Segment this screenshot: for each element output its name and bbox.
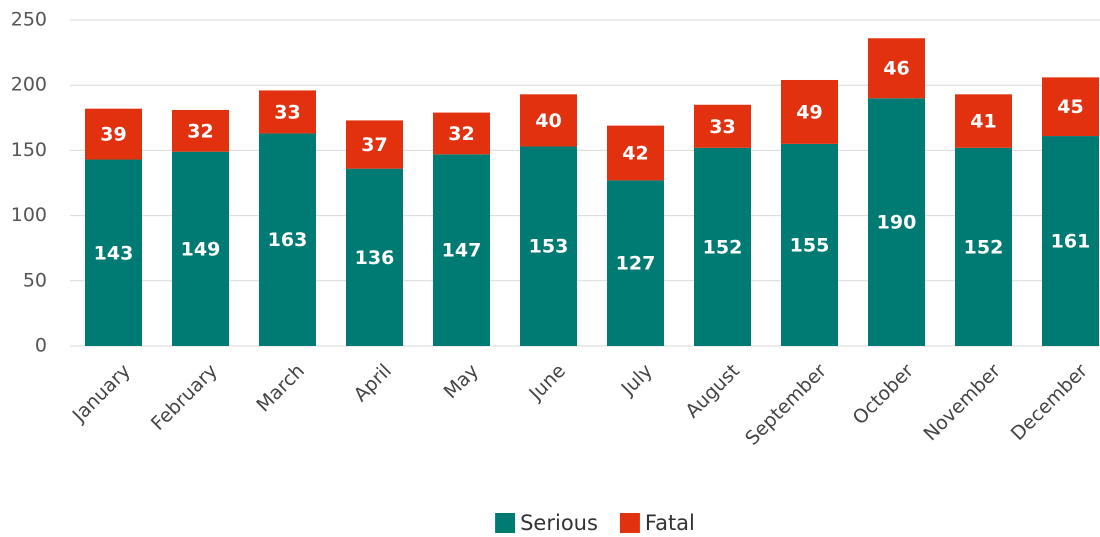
bar-segment bbox=[868, 98, 925, 347]
x-tick-label: October bbox=[849, 360, 918, 429]
legend-swatch bbox=[495, 513, 516, 533]
bar-segment bbox=[85, 159, 142, 346]
x-tick-label: May bbox=[440, 360, 483, 403]
bar-segment bbox=[955, 147, 1012, 346]
data-label: 45 bbox=[1057, 96, 1083, 118]
bar-segment bbox=[520, 146, 577, 346]
y-tick-label: 200 bbox=[11, 74, 47, 96]
x-tick-label: January bbox=[68, 360, 135, 427]
data-label: 155 bbox=[790, 234, 830, 256]
data-label: 40 bbox=[535, 110, 561, 132]
bar-segment bbox=[781, 143, 838, 346]
data-label: 147 bbox=[442, 240, 482, 262]
bar-segment bbox=[259, 133, 316, 346]
data-label: 39 bbox=[100, 124, 126, 146]
x-tick-label: March bbox=[252, 360, 309, 417]
data-label: 127 bbox=[616, 253, 656, 275]
bar-segment bbox=[172, 151, 229, 346]
data-label: 42 bbox=[622, 143, 648, 165]
bar-segment bbox=[433, 112, 490, 155]
data-label: 163 bbox=[268, 229, 308, 251]
data-label: 161 bbox=[1051, 231, 1091, 253]
x-tick-label: June bbox=[524, 360, 570, 406]
data-label: 190 bbox=[877, 212, 917, 234]
y-tick-label: 150 bbox=[11, 139, 47, 161]
data-label: 32 bbox=[448, 123, 474, 145]
y-tick-label: 250 bbox=[11, 9, 47, 31]
data-label: 37 bbox=[361, 134, 387, 156]
legend-swatch bbox=[619, 513, 640, 533]
data-label: 49 bbox=[796, 101, 822, 123]
bar-segment bbox=[1042, 77, 1099, 137]
bar-segment bbox=[781, 79, 838, 144]
x-tick-label: April bbox=[350, 360, 396, 406]
bar-segment bbox=[259, 90, 316, 134]
data-label: 136 bbox=[355, 247, 395, 269]
data-label: 143 bbox=[94, 242, 134, 264]
x-tick-label: September bbox=[741, 360, 831, 450]
data-label: 46 bbox=[883, 58, 909, 80]
y-tick-label: 100 bbox=[11, 204, 47, 226]
bar-segment bbox=[346, 168, 403, 346]
legend-label: Fatal bbox=[645, 511, 695, 535]
bar-segment bbox=[172, 109, 229, 152]
bar-segment bbox=[520, 94, 577, 147]
bar-segment bbox=[85, 108, 142, 160]
data-label: 152 bbox=[964, 236, 1004, 258]
x-tick-label: July bbox=[616, 360, 656, 400]
x-tick-label: December bbox=[1007, 360, 1092, 445]
bar-segment bbox=[607, 125, 664, 181]
data-label: 33 bbox=[274, 101, 300, 123]
x-tick-label: August bbox=[681, 360, 744, 423]
bar-segment bbox=[1042, 136, 1099, 346]
bar-segment bbox=[433, 154, 490, 346]
bar-segment bbox=[607, 180, 664, 346]
legend-label: Serious bbox=[520, 511, 598, 535]
y-tick-label: 0 bbox=[35, 335, 47, 357]
data-label: 152 bbox=[703, 236, 743, 258]
data-label: 32 bbox=[187, 120, 213, 142]
data-label: 149 bbox=[181, 238, 221, 260]
bar-segment bbox=[694, 147, 751, 346]
x-tick-label: November bbox=[919, 360, 1005, 446]
bar-segment bbox=[955, 94, 1012, 148]
data-label: 33 bbox=[709, 116, 735, 138]
data-label: 41 bbox=[970, 111, 996, 133]
y-tick-label: 50 bbox=[23, 269, 47, 291]
bar-segment bbox=[868, 38, 925, 99]
bar-segment bbox=[346, 120, 403, 169]
legend: Serious Fatal bbox=[495, 511, 695, 535]
data-label: 153 bbox=[529, 236, 569, 258]
bar-segment bbox=[694, 104, 751, 148]
x-tick-label: February bbox=[147, 360, 222, 435]
